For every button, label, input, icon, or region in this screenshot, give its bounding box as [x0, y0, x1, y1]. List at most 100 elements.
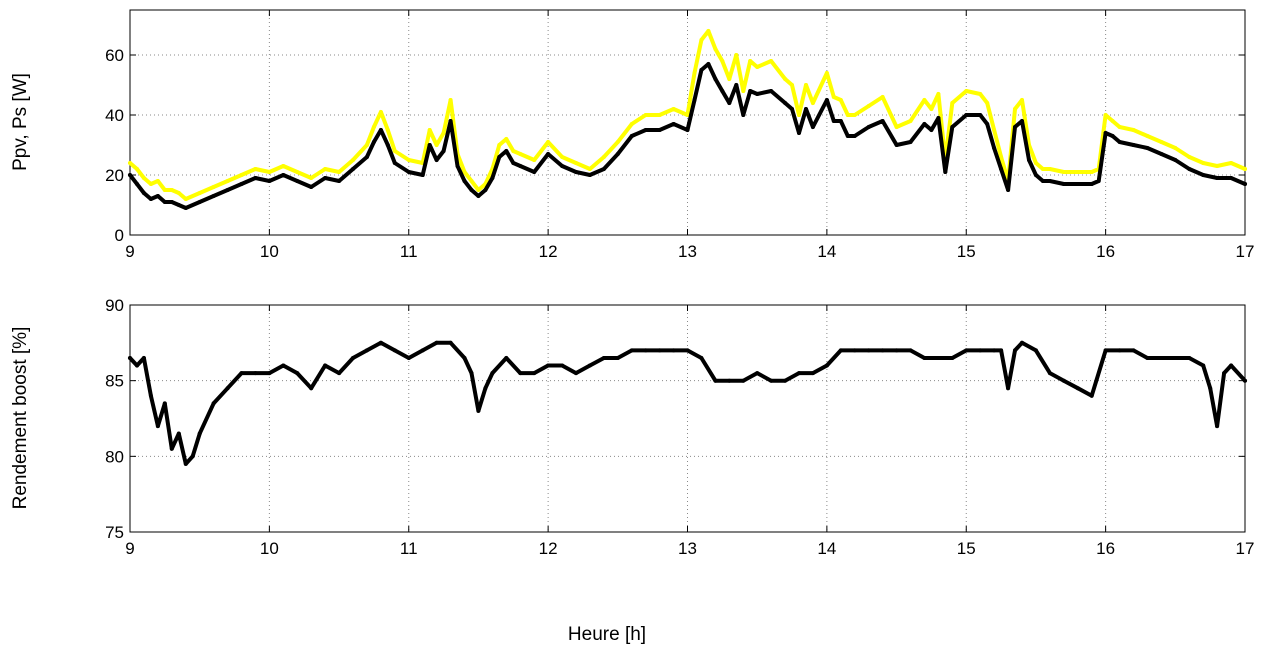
efficiency-plot: 9 10 11 12 13 14 15 16 17 75 80 85 90 Rendement boos… — [10, 296, 1254, 558]
efficiency-series-1-point — [351, 356, 355, 360]
efficiency-series-1-point — [615, 356, 620, 360]
efficiency-series-1-point — [448, 340, 453, 345]
power-series-1-point — [908, 119, 913, 123]
efficiency-series-1-point — [364, 348, 369, 353]
power-series-1-point — [831, 95, 836, 99]
power-series-1-point — [999, 155, 1004, 159]
efficiency-series-1-point — [1089, 393, 1094, 398]
efficiency-series-1-point — [434, 340, 439, 345]
power-series-2-point — [455, 164, 460, 168]
power-series-1-point — [511, 149, 516, 153]
efficiency-plot-series — [128, 340, 1247, 466]
efficiency-x-tick-label: 14 — [817, 539, 836, 558]
power-series-2-point — [441, 149, 446, 153]
power-series-2-point — [790, 107, 794, 111]
power-series-1-line — [128, 29, 1247, 201]
power-series-2-point — [755, 92, 760, 96]
power-series-2-point — [943, 170, 948, 174]
power-series-1-point — [1075, 170, 1080, 174]
power-y-tick-label: 20 — [105, 166, 124, 185]
power-series-1-point — [1229, 161, 1234, 165]
power-series-1-point — [1103, 113, 1108, 117]
power-series-2-point — [587, 173, 592, 177]
power-series-1-point — [1089, 170, 1094, 174]
efficiency-series-1-point — [518, 371, 523, 376]
efficiency-series-1-point — [1173, 356, 1178, 360]
efficiency-series-1-point — [783, 378, 788, 383]
power-series-2-point — [706, 62, 711, 66]
power-series-1-point — [629, 122, 634, 126]
power-x-tick-label: 10 — [260, 242, 279, 261]
power-series-1-point — [155, 179, 160, 183]
power-series-1-point — [671, 107, 676, 111]
power-series-1-point — [1047, 167, 1052, 171]
efficiency-series-1-point — [1187, 356, 1192, 360]
efficiency-series-1-point — [532, 371, 537, 376]
efficiency-series-1-point — [281, 363, 286, 368]
power-plot-series — [128, 29, 1247, 210]
power-series-1-point — [643, 113, 648, 117]
power-series-1-point — [692, 71, 697, 75]
power-series-1-point — [532, 158, 537, 162]
efficiency-axis-label: Rendement boost [%] — [10, 327, 31, 510]
power-series-1-point — [866, 104, 871, 108]
efficiency-series-1-point — [685, 348, 690, 353]
efficiency-x-tick-label: 10 — [260, 539, 279, 558]
efficiency-series-1-point — [190, 454, 195, 459]
efficiency-series-1-point — [978, 348, 983, 353]
power-series-2-point — [155, 194, 160, 198]
power-y-tick-label: 40 — [105, 106, 124, 125]
power-series-2-point — [211, 194, 216, 198]
power-series-2-point — [866, 125, 871, 129]
power-series-1-point — [964, 89, 969, 93]
power-series-2-point — [532, 170, 537, 174]
efficiency-series-1-point — [1020, 340, 1024, 345]
power-series-2-point — [699, 68, 704, 72]
power-series-2-point — [748, 89, 753, 93]
efficiency-series-1-point — [155, 424, 160, 429]
efficiency-series-1-point — [880, 348, 885, 353]
efficiency-x-tick-label: 9 — [125, 539, 134, 558]
power-series-2-point — [1145, 146, 1150, 150]
efficiency-series-1-line — [128, 340, 1247, 466]
power-y-tick-label: 0 — [115, 226, 124, 245]
power-series-2-point — [894, 143, 899, 147]
power-series-2-point — [378, 128, 383, 132]
power-series-2-point — [852, 134, 857, 138]
power-series-2-point — [281, 173, 286, 177]
efficiency-series-1-point — [148, 393, 153, 398]
efficiency-y-tick-label: 85 — [105, 372, 124, 391]
efficiency-series-1-point — [1013, 348, 1017, 353]
power-series-1-point — [560, 155, 565, 159]
efficiency-y-tick-label: 90 — [105, 296, 124, 315]
power-series-2-point — [135, 182, 139, 186]
power-series-1-point — [448, 98, 453, 102]
efficiency-series-1-point — [999, 348, 1004, 353]
power-series-1-point — [497, 143, 502, 147]
efficiency-series-1-point — [741, 378, 746, 383]
power-series-1-point — [922, 98, 927, 102]
power-series-1-point — [183, 197, 188, 201]
efficiency-series-1-point — [1222, 371, 1227, 376]
power-series-2-point — [810, 125, 815, 129]
power-series-1-point — [838, 98, 843, 102]
power-series-1-point — [615, 140, 620, 144]
power-x-tick-label: 15 — [957, 242, 976, 261]
power-series-1-point — [1020, 98, 1024, 102]
efficiency-series-1-point — [629, 348, 634, 353]
efficiency-series-1-point — [727, 378, 732, 383]
efficiency-series-1-point — [176, 431, 181, 436]
power-series-1-point — [253, 167, 258, 171]
power-series-2-point — [657, 128, 662, 132]
power-series-2-point — [601, 167, 606, 171]
power-series-1-point — [337, 170, 342, 174]
power-series-1-point — [1117, 125, 1122, 129]
efficiency-series-1-point — [135, 363, 139, 368]
power-series-2-point — [978, 113, 983, 117]
power-series-1-point — [267, 170, 272, 174]
efficiency-series-1-point — [476, 408, 481, 413]
efficiency-series-1-point — [267, 371, 272, 376]
power-x-tick-label: 12 — [539, 242, 558, 261]
power-series-1-point — [1145, 134, 1150, 138]
